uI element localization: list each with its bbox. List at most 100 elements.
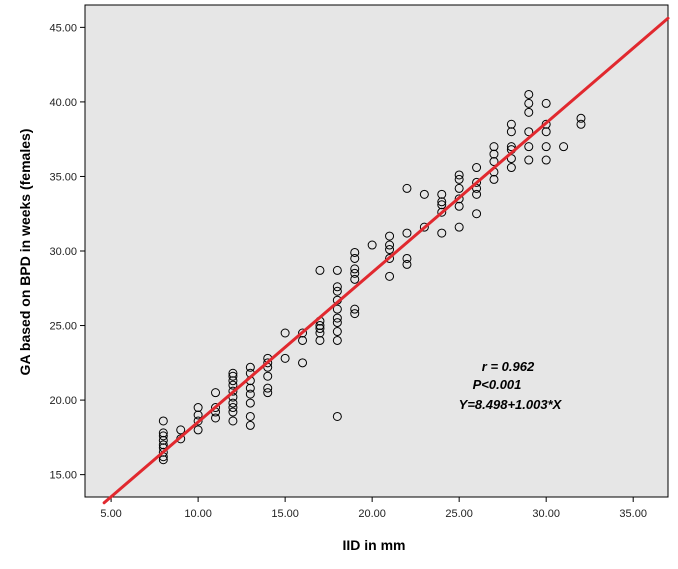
data-point — [315, 321, 325, 331]
data-point — [541, 127, 551, 137]
data-point — [263, 371, 273, 381]
data-point — [315, 265, 325, 275]
data-point — [158, 455, 168, 465]
data-point — [193, 410, 203, 420]
data-point — [524, 127, 534, 137]
annotation-equation: Y=8.498+1.003*X — [459, 397, 563, 412]
data-point — [350, 304, 360, 314]
data-point — [332, 327, 342, 337]
data-point — [228, 386, 238, 396]
y-tick-label: 20.00 — [49, 395, 77, 407]
data-point — [315, 335, 325, 345]
data-point — [385, 240, 395, 250]
data-point — [402, 228, 412, 238]
data-point — [332, 265, 342, 275]
data-point — [524, 107, 534, 117]
data-point — [367, 240, 377, 250]
y-tick-label: 35.00 — [49, 171, 77, 183]
data-point — [228, 380, 238, 390]
data-point — [524, 155, 534, 165]
data-point — [385, 231, 395, 241]
data-point — [228, 416, 238, 426]
data-point — [472, 189, 482, 199]
data-point — [437, 207, 447, 217]
data-point — [263, 358, 273, 368]
y-tick-label: 15.00 — [49, 470, 77, 482]
data-point — [437, 189, 447, 199]
data-point — [158, 428, 168, 438]
y-tick-label: 25.00 — [49, 321, 77, 333]
y-tick-label: 40.00 — [49, 97, 77, 109]
data-point — [193, 425, 203, 435]
data-point — [332, 335, 342, 345]
x-tick-label: 5.00 — [100, 508, 121, 520]
data-point — [524, 89, 534, 99]
annotation-p: P<0.001 — [473, 377, 522, 392]
data-point — [524, 142, 534, 152]
data-point — [454, 183, 464, 193]
data-point — [437, 200, 447, 210]
y-tick-label: 30.00 — [49, 246, 77, 258]
data-point — [454, 222, 464, 232]
plot-area — [84, 4, 669, 498]
data-point — [454, 170, 464, 180]
data-point — [211, 403, 221, 413]
data-point — [263, 383, 273, 393]
data-point — [541, 119, 551, 129]
data-point — [437, 197, 447, 207]
plot-background — [84, 4, 669, 498]
data-point — [350, 274, 360, 284]
data-point — [298, 358, 308, 368]
data-point — [541, 155, 551, 165]
data-point — [385, 245, 395, 255]
data-point — [245, 398, 255, 408]
data-point — [158, 435, 168, 445]
data-point — [506, 163, 516, 173]
data-point — [489, 149, 499, 159]
data-point — [245, 420, 255, 430]
regression-line — [102, 16, 670, 505]
data-point — [211, 413, 221, 423]
data-point — [245, 362, 255, 372]
data-point — [211, 388, 221, 398]
data-point — [332, 318, 342, 328]
data-point — [541, 142, 551, 152]
data-point — [315, 328, 325, 338]
data-point — [245, 411, 255, 421]
data-point — [332, 282, 342, 292]
data-point — [245, 383, 255, 393]
data-point — [472, 209, 482, 219]
data-point — [228, 398, 238, 408]
data-point — [315, 324, 325, 334]
x-tick-label: 20.00 — [358, 508, 386, 520]
data-point — [350, 268, 360, 278]
data-point — [506, 142, 516, 152]
data-point — [385, 271, 395, 281]
data-points — [158, 89, 586, 465]
data-point — [263, 388, 273, 398]
data-point — [193, 403, 203, 413]
data-point — [332, 411, 342, 421]
data-point — [298, 328, 308, 338]
data-point — [280, 328, 290, 338]
data-point — [454, 194, 464, 204]
data-point — [298, 335, 308, 345]
x-axis: 5.00 10.00 15.00 20.00 25.00 30.00 35.00 — [100, 497, 647, 520]
data-point — [419, 189, 429, 199]
data-point — [454, 174, 464, 184]
data-point — [576, 113, 586, 123]
data-point — [489, 142, 499, 152]
data-point — [489, 174, 499, 184]
data-point — [280, 353, 290, 363]
data-point — [541, 98, 551, 108]
y-tick-label: 45.00 — [49, 22, 77, 34]
x-tick-label: 15.00 — [271, 508, 299, 520]
data-point — [228, 407, 238, 417]
data-point — [576, 119, 586, 129]
data-point — [193, 416, 203, 426]
data-point — [385, 253, 395, 263]
data-point — [158, 440, 168, 450]
data-point — [419, 222, 429, 232]
x-tick-label: 35.00 — [619, 508, 647, 520]
